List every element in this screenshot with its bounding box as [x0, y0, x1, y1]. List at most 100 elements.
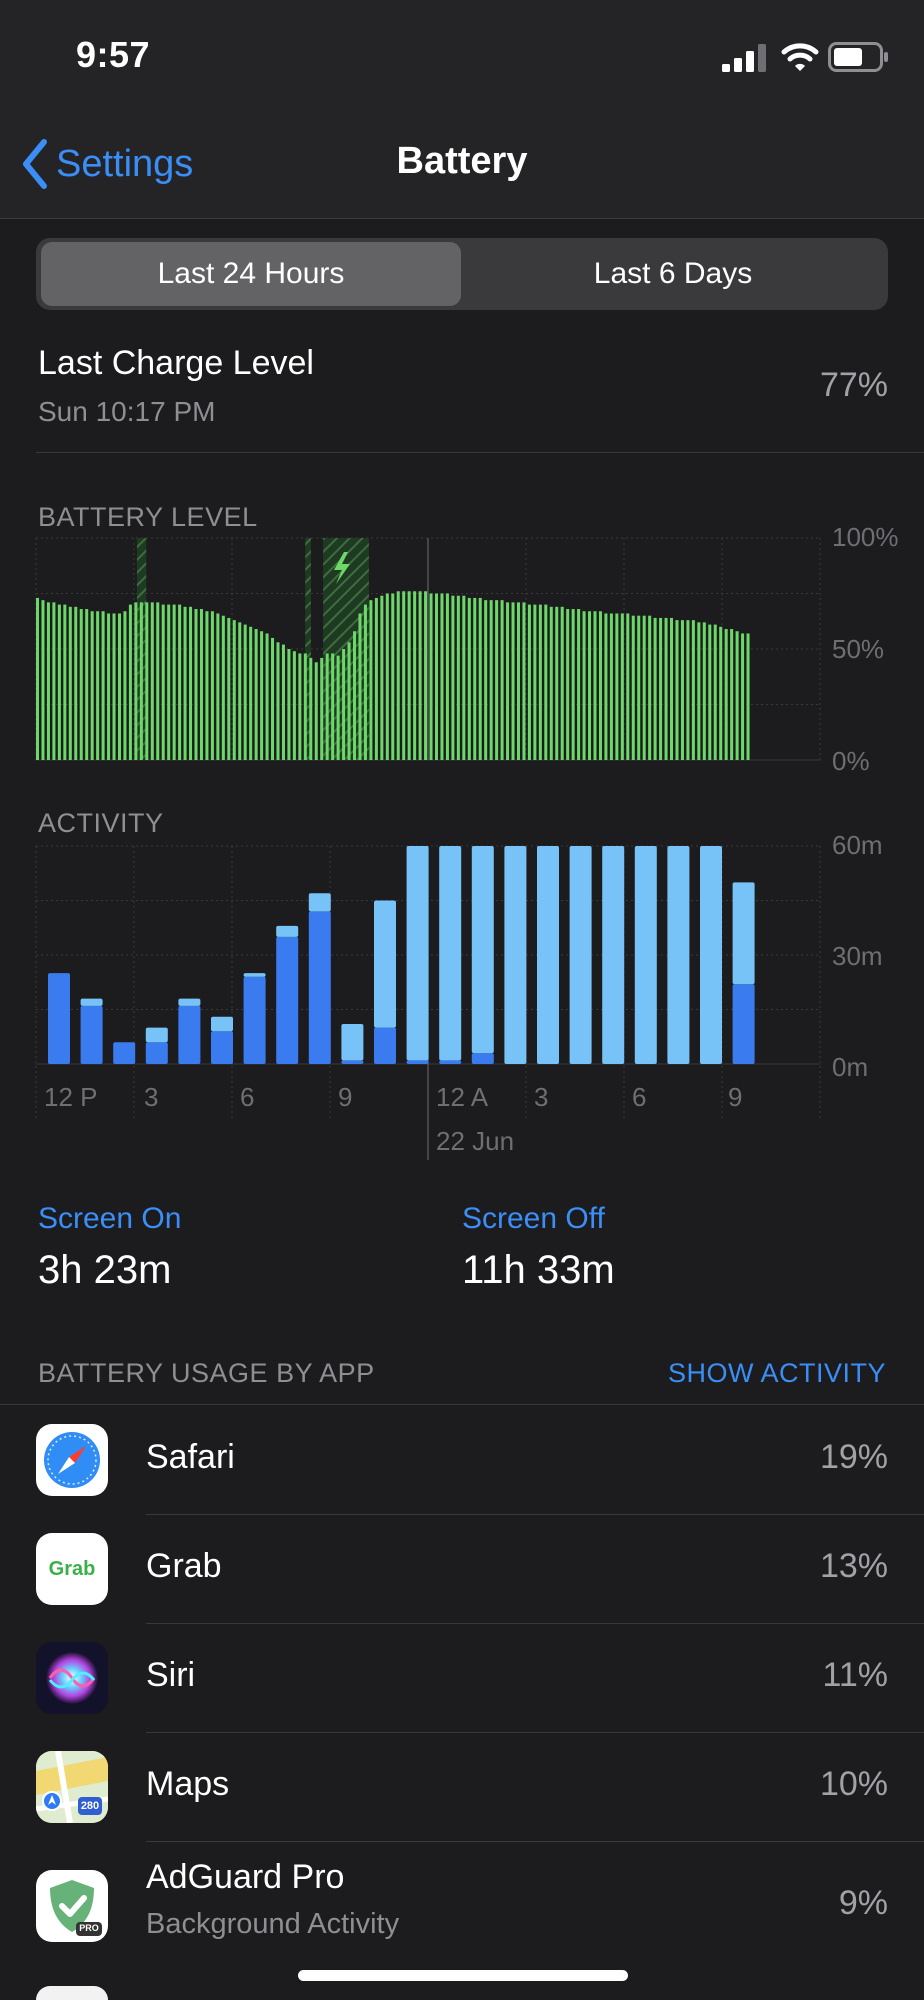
maps-shield-text: 280: [80, 1800, 100, 1812]
battery-level-bar: [702, 622, 706, 760]
activity-bar-screen-off: [602, 846, 625, 1064]
battery-level-bar: [221, 615, 225, 760]
battery-level-bar: [533, 604, 537, 760]
segment-last-24-hours[interactable]: Last 24 Hours: [41, 242, 461, 306]
battery-level-bar: [331, 653, 335, 760]
battery-level-bar: [287, 649, 291, 760]
last-charge-value: 77%: [819, 366, 888, 404]
app-name: Safari: [146, 1438, 235, 1476]
activity-bar-screen-off: [406, 846, 429, 1061]
battery-level-bar: [642, 615, 646, 760]
battery-level-bar: [167, 604, 171, 760]
usage-header: BATTERY USAGE BY APP: [38, 1358, 375, 1388]
battery-level-bar: [697, 622, 701, 760]
battery-level-bar: [271, 637, 275, 760]
activity-title: ACTIVITY: [38, 808, 164, 838]
charging-bolt-icon: [334, 552, 350, 584]
last-charge-title: Last Charge Level: [38, 344, 314, 382]
battery-level-bar: [631, 615, 635, 760]
battery-level-bar: [205, 611, 209, 760]
activity-bar-screen-on: [80, 1005, 103, 1064]
activity-bar-screen-on: [374, 1027, 396, 1064]
segment-last-6-days[interactable]: Last 6 Days: [593, 257, 753, 290]
battery-level-bar: [598, 611, 602, 760]
app-name: Siri: [146, 1656, 196, 1694]
app-row-siri[interactable]: Siri 11%: [0, 1624, 924, 1732]
activity-x-tick: 6: [240, 1082, 255, 1112]
app-name: Grab: [146, 1547, 222, 1585]
battery-y-tick: 0%: [832, 746, 870, 776]
home-indicator[interactable]: [298, 1970, 628, 1981]
battery-level-bar: [462, 595, 466, 760]
battery-level-bar: [380, 595, 384, 760]
adguard-icon: PRO: [36, 1870, 108, 1942]
page-title: Battery: [396, 140, 528, 182]
battery-level-bar: [741, 633, 745, 760]
activity-bar-screen-off: [243, 973, 266, 977]
battery-level-bar: [52, 602, 56, 760]
battery-level-bar: [260, 631, 264, 760]
battery-level-bar: [445, 593, 449, 760]
activity-bar-screen-on: [211, 1031, 233, 1064]
battery-level-bar: [85, 609, 89, 760]
battery-level-bar: [429, 593, 433, 760]
battery-level-bar: [555, 606, 559, 760]
battery-level-bar: [637, 615, 641, 760]
activity-bar-screen-off: [569, 846, 592, 1064]
battery-level-bar: [314, 662, 318, 760]
battery-level-bar: [467, 597, 471, 760]
cellular-signal-icon: [722, 44, 766, 72]
battery-level-bar: [402, 591, 406, 760]
app-row-grab[interactable]: Grab Grab 13%: [0, 1515, 924, 1623]
show-activity-button[interactable]: SHOW ACTIVITY: [667, 1358, 886, 1388]
activity-bar-screen-off: [178, 998, 201, 1006]
battery-level-bar: [347, 642, 351, 760]
battery-level-bar: [309, 657, 313, 760]
battery-level-bar: [391, 593, 395, 760]
app-subtitle: Background Activity: [146, 1908, 400, 1940]
battery-level-bar: [506, 602, 510, 760]
battery-level-bar: [680, 620, 684, 760]
adguard-pro-badge: PRO: [79, 1923, 99, 1933]
activity-bar-screen-off: [439, 846, 462, 1061]
battery-level-bar: [609, 613, 613, 760]
activity-bar-screen-on: [471, 1053, 494, 1064]
activity-bar-screen-off: [504, 846, 527, 1064]
battery-level-bar: [79, 609, 83, 760]
back-label: Settings: [56, 142, 194, 185]
battery-level-bar: [63, 604, 67, 760]
battery-level-bar: [385, 593, 389, 760]
activity-y-tick: 30m: [832, 941, 883, 971]
battery-level-bar: [670, 617, 674, 760]
app-row-safari[interactable]: Safari 19%: [0, 1406, 924, 1514]
battery-level-bar: [434, 593, 438, 760]
battery-level-bar: [178, 604, 182, 760]
divider: [146, 1514, 924, 1515]
battery-level-bar: [183, 606, 187, 760]
activity-bar-screen-on: [178, 1005, 201, 1064]
battery-level-bar: [74, 606, 78, 760]
battery-level-bar: [560, 606, 564, 760]
activity-bar-screen-off: [211, 1016, 233, 1032]
battery-level-bar: [730, 629, 734, 760]
wifi-icon: [781, 43, 819, 71]
battery-level-bar: [369, 600, 373, 760]
app-row-maps[interactable]: 280 Maps 10%: [0, 1733, 924, 1841]
activity-x-tick: 3: [144, 1082, 159, 1112]
battery-level-bar: [719, 626, 723, 760]
activity-bar-screen-off: [308, 893, 331, 912]
screen-on-label: Screen On: [38, 1202, 182, 1235]
battery-level-bar: [724, 629, 728, 760]
battery-level-bar: [440, 593, 444, 760]
battery-level-bar: [320, 657, 324, 760]
battery-level-bar: [336, 655, 340, 760]
battery-level-bar: [238, 622, 242, 760]
siri-icon: [36, 1642, 108, 1714]
divider: [146, 1841, 924, 1842]
back-button[interactable]: Settings: [20, 136, 193, 192]
battery-level-bar: [593, 611, 597, 760]
battery-level-bar: [615, 613, 619, 760]
app-row-adguard-pro[interactable]: PRO AdGuard Pro Background Activity 9%: [0, 1842, 924, 1972]
activity-y-tick: 60m: [832, 830, 883, 860]
battery-level-bar: [232, 620, 236, 760]
